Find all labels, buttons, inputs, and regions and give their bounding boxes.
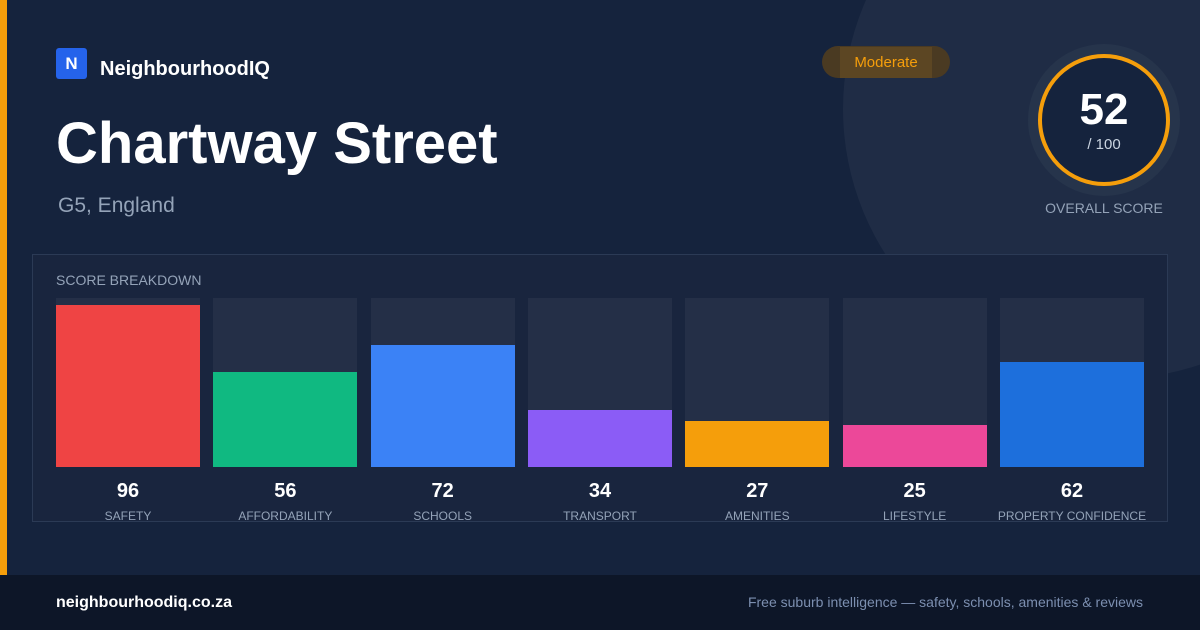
overall-score-value: 52 [1079,84,1129,134]
bar-track [685,298,830,467]
bar [842,425,987,467]
bar-value-label: 96 [116,480,140,502]
bar-value-label: 25 [903,480,926,502]
score-breakdown-chart: 96 SAFETY 56 AFFORDABILITY 72 SCHOOLS 34 TRANSP… [56,298,1146,523]
brand-logo-icon: N [56,48,87,79]
bar-value-label: 34 [588,480,612,502]
footer-tagline: Free suburb intelligence — safety, schoo… [747,594,1143,610]
bar-track [527,298,672,467]
bar-category-label: SAFETY [104,509,152,523]
accent-strip [0,0,7,575]
brand-name: NeighbourhoodIQ [100,58,270,80]
bar-category-label: PROPERTY CONFIDENCE [997,509,1147,523]
bar-category-label: LIFESTYLE [882,509,947,523]
bar-category-label: AFFORDABILITY [238,509,333,523]
rating-badge-label: Moderate [840,46,932,78]
bar-track [842,298,987,467]
rating-badge: Moderate [822,46,950,78]
footer-url[interactable]: neighbourhoodiq.co.za [56,594,232,611]
location-subtitle: G5, England [58,194,175,217]
page-title: Chartway Street [56,111,498,176]
bar [685,421,830,467]
bar-track [999,298,1144,467]
bar [370,345,515,467]
bar-category-label: AMENITIES [724,509,790,523]
bar-value-label: 62 [1060,480,1084,502]
bar-value-label: 72 [431,480,454,502]
bar-category-label: TRANSPORT [563,509,637,523]
bar-track [56,298,200,467]
bar [527,410,672,467]
bar-value-label: 27 [746,480,769,502]
overall-score-max: / 100 [1087,135,1121,153]
overall-score-ring: 52 / 100 [1028,44,1180,196]
bar-category-label: SCHOOLS [413,509,472,523]
bar [213,372,358,467]
bar-track [370,298,515,467]
score-breakdown-panel: SCORE BREAKDOWN 96 SAFETY 56 AFFORDABILITY 7… [32,254,1168,523]
score-breakdown-title: SCORE BREAKDOWN [56,272,202,288]
overall-score-label: OVERALL SCORE [1045,200,1163,216]
overall-score-inner: 52 / 100 [1038,54,1170,186]
bar-value-label: 56 [274,480,297,502]
bar [999,362,1144,467]
brand[interactable]: N NeighbourhoodIQ [56,46,270,81]
footer: neighbourhoodiq.co.za Free suburb intell… [0,575,1200,630]
bar-track [213,298,358,467]
bar [56,305,200,467]
